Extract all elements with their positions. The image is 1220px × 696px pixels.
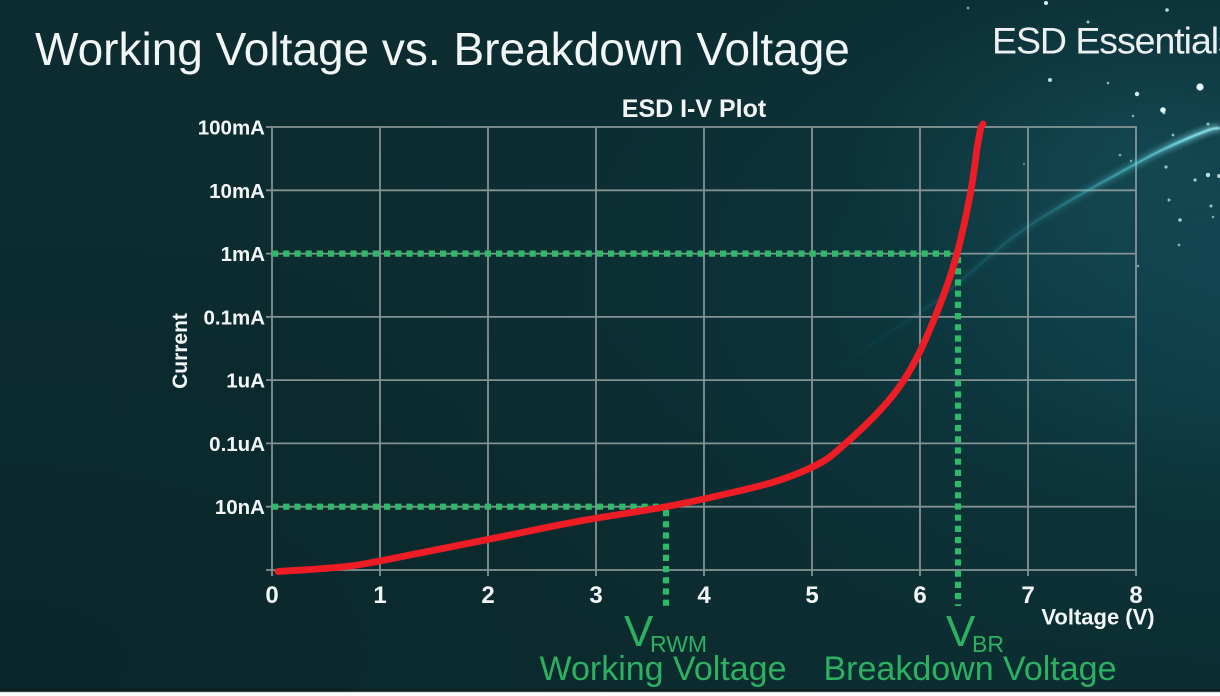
svg-text:V: V [624, 607, 654, 656]
svg-text:1uA: 1uA [226, 370, 265, 393]
svg-text:3: 3 [589, 582, 602, 609]
svg-text:10mA: 10mA [209, 180, 265, 203]
svg-text:0: 0 [265, 582, 278, 609]
svg-text:6: 6 [913, 582, 926, 609]
svg-text:10nA: 10nA [215, 496, 265, 519]
svg-text:1: 1 [373, 582, 386, 609]
svg-text:100mA: 100mA [198, 117, 265, 140]
svg-text:ESD I-V Plot: ESD I-V Plot [622, 95, 767, 123]
svg-text:Working Voltage vs. Breakdown: Working Voltage vs. Breakdown Voltage [35, 23, 850, 75]
svg-text:Working Voltage: Working Voltage [540, 650, 787, 688]
svg-text:0.1uA: 0.1uA [209, 433, 265, 456]
svg-text:V: V [946, 607, 976, 656]
svg-text:RWM: RWM [650, 631, 707, 657]
svg-text:4: 4 [697, 582, 711, 609]
svg-text:Voltage (V): Voltage (V) [1041, 605, 1154, 630]
svg-text:7: 7 [1021, 582, 1034, 609]
svg-text:1mA: 1mA [221, 243, 266, 266]
svg-text:Current: Current [169, 313, 192, 389]
svg-text:BR: BR [972, 631, 1004, 657]
svg-text:0.1mA: 0.1mA [203, 306, 265, 329]
svg-text:2: 2 [481, 582, 494, 609]
svg-text:Breakdown Voltage: Breakdown Voltage [824, 650, 1117, 688]
svg-text:8: 8 [1129, 582, 1142, 609]
svg-text:ESD Essentials: ESD Essentials [992, 20, 1220, 62]
svg-text:5: 5 [805, 582, 818, 609]
